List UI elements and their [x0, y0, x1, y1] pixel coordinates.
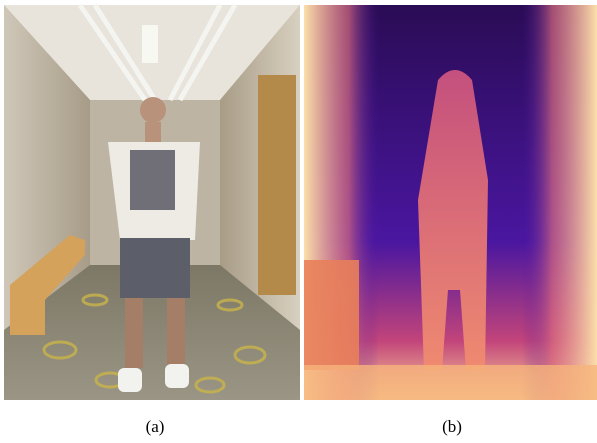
panel-label: (b)	[442, 417, 462, 436]
photo-panel	[4, 5, 300, 400]
panel-label: (a)	[146, 417, 165, 436]
depth-panel	[304, 5, 597, 400]
figure: (a) (b)	[0, 0, 597, 443]
